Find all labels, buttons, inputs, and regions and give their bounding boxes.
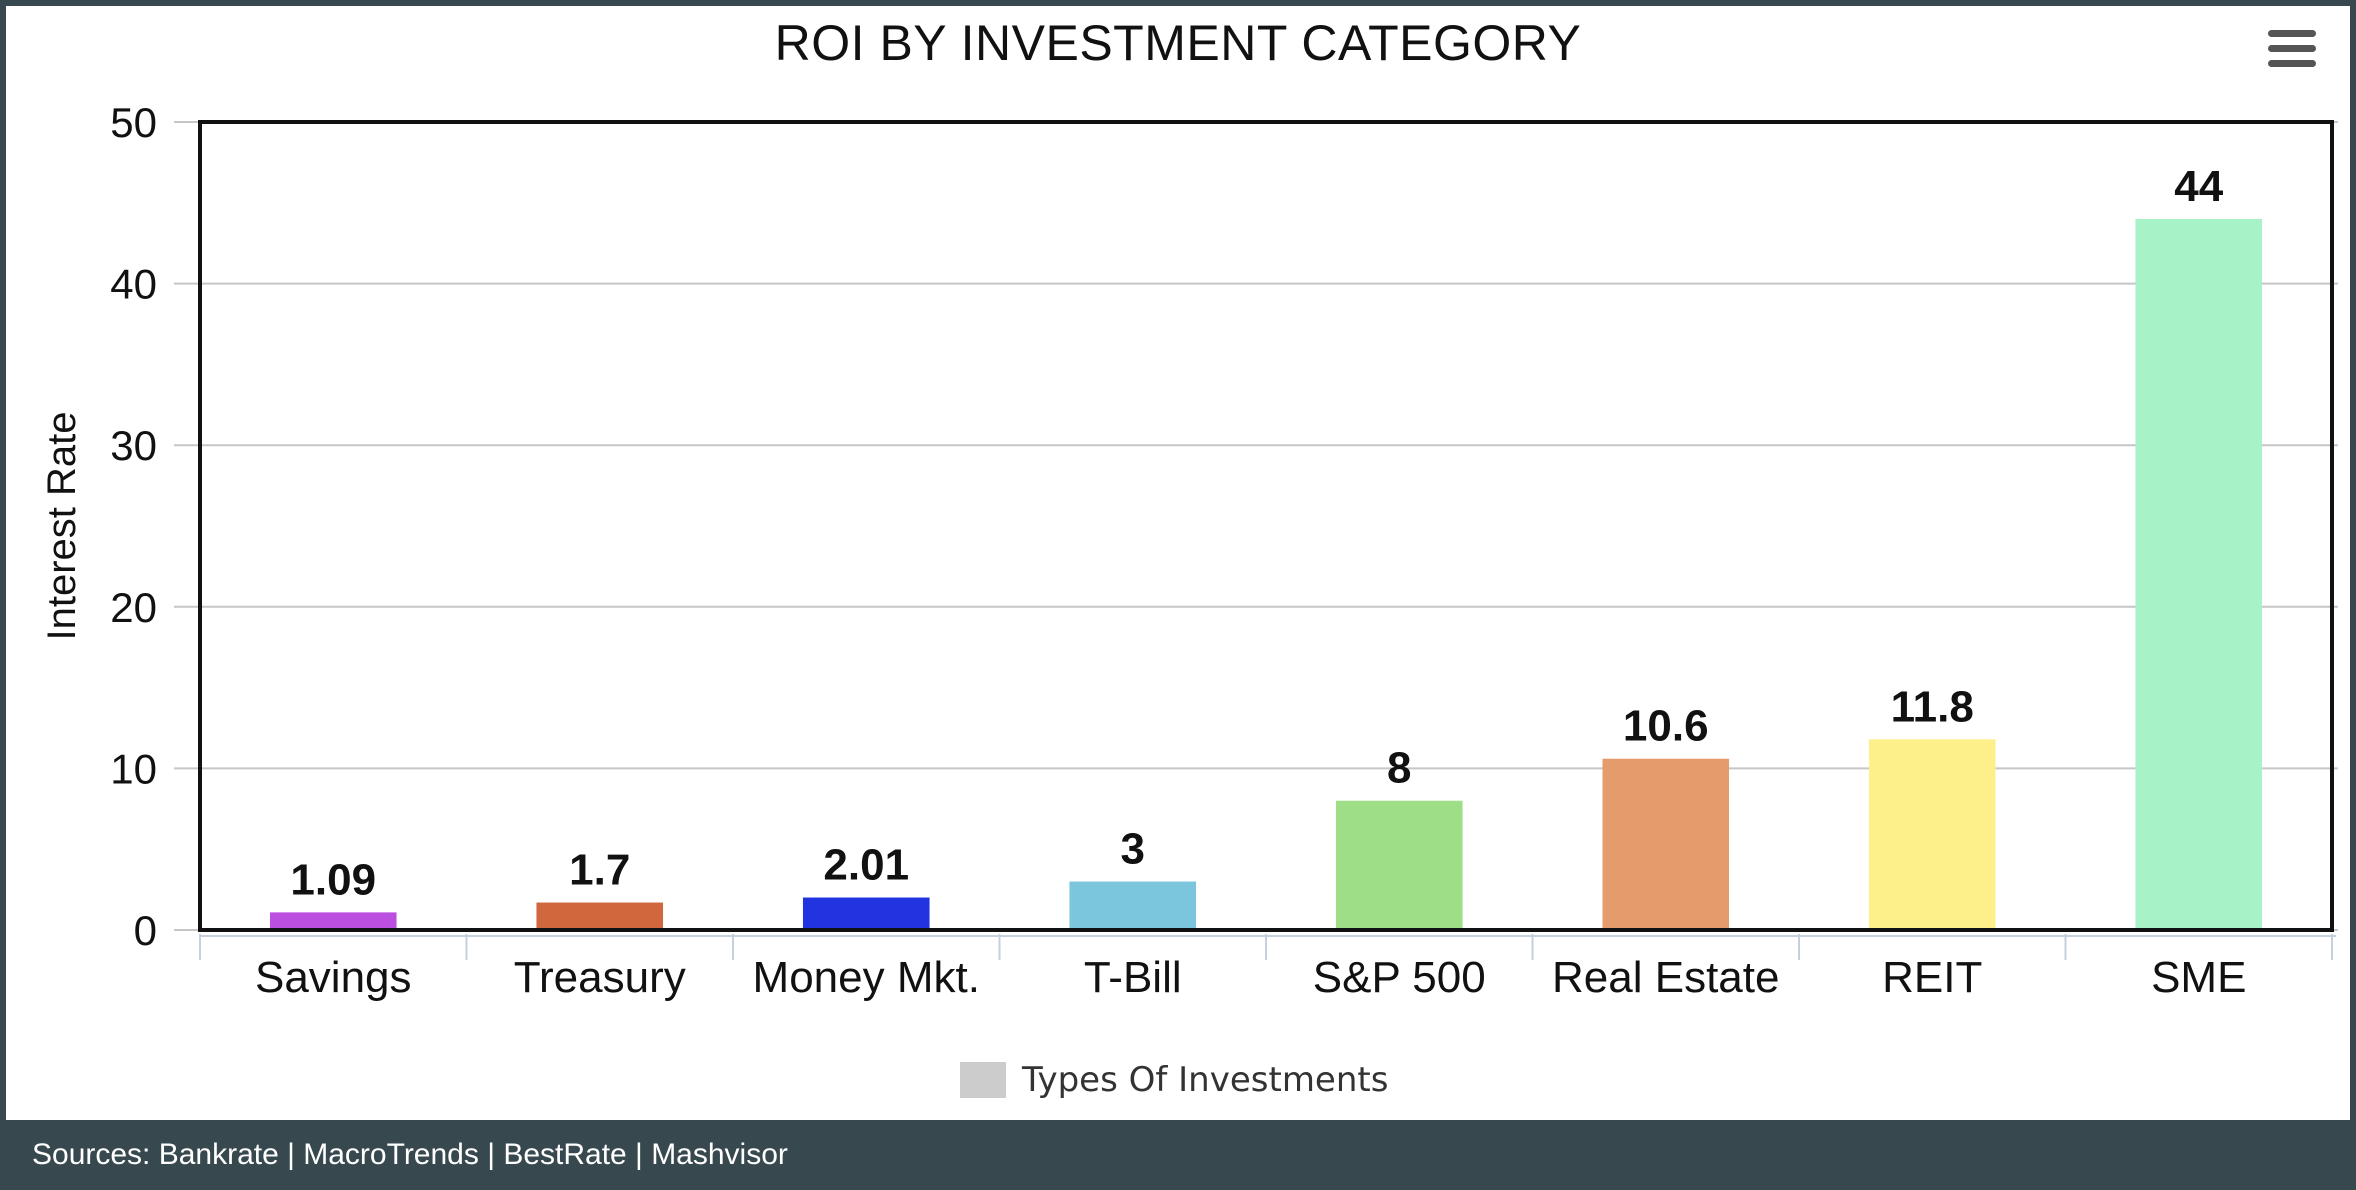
hamburger-menu-icon-bar bbox=[2268, 45, 2316, 52]
x-tick-label: S&P 500 bbox=[1313, 953, 1486, 1002]
bar bbox=[269, 912, 397, 928]
y-axis-title: Interest Rate bbox=[40, 411, 84, 640]
x-tick-label: Savings bbox=[255, 953, 412, 1002]
data-label: 2.01 bbox=[823, 841, 909, 890]
bar-chart: 0 10 20 30 40 50 1.09 Savings 1.7 Treasury 2.01 Mon… bbox=[40, 99, 2338, 1002]
x-tick-label: REIT bbox=[1882, 953, 1982, 1002]
data-label: 44 bbox=[2174, 162, 2223, 211]
sources-footer: Sources: Bankrate | MacroTrends | BestRa… bbox=[6, 1120, 2350, 1190]
bar bbox=[1069, 881, 1197, 928]
chart-title: ROI BY INVESTMENT CATEGORY bbox=[774, 15, 1582, 71]
hamburger-menu-icon bbox=[2268, 30, 2316, 37]
bar bbox=[2135, 218, 2263, 928]
data-label: 10.6 bbox=[1623, 702, 1709, 751]
bar bbox=[1602, 758, 1730, 928]
legend-item[interactable]: Types Of Investments bbox=[960, 1060, 1388, 1100]
y-tick-label: 0 bbox=[134, 907, 157, 954]
bar bbox=[1335, 800, 1463, 928]
data-label: 8 bbox=[1387, 744, 1411, 793]
bar bbox=[536, 902, 664, 928]
data-label: 11.8 bbox=[1891, 682, 1974, 731]
bar bbox=[1868, 739, 1996, 928]
data-label: 1.7 bbox=[569, 846, 630, 895]
hamburger-menu-icon-bar bbox=[2268, 60, 2316, 67]
bars bbox=[269, 218, 2263, 928]
y-tick-label: 10 bbox=[110, 745, 157, 792]
x-tick-label: Real Estate bbox=[1552, 953, 1779, 1002]
bar bbox=[802, 897, 930, 928]
y-tick-label: 50 bbox=[110, 99, 157, 146]
x-tick-label: SME bbox=[2151, 953, 2246, 1002]
axes: 0 10 20 30 40 50 1.09 Savings 1.7 Treasury 2.01 Mon… bbox=[110, 99, 2336, 1002]
y-tick-label: 30 bbox=[110, 422, 157, 469]
plot-border bbox=[198, 120, 2334, 932]
y-tick-label: 40 bbox=[110, 261, 157, 308]
legend-swatch bbox=[960, 1062, 1006, 1098]
x-tick-label: Money Mkt. bbox=[753, 953, 980, 1002]
data-label: 3 bbox=[1121, 825, 1145, 874]
chart-menu-button[interactable] bbox=[2266, 30, 2318, 70]
legend-label: Types Of Investments bbox=[1022, 1060, 1389, 1100]
x-tick-label: Treasury bbox=[514, 953, 686, 1002]
data-label: 1.09 bbox=[290, 855, 376, 904]
grid-lines bbox=[174, 121, 2338, 931]
y-tick-label: 20 bbox=[110, 584, 157, 631]
sources-text: Sources: Bankrate | MacroTrends | BestRa… bbox=[32, 1138, 788, 1171]
x-tick-label: T-Bill bbox=[1084, 953, 1182, 1002]
